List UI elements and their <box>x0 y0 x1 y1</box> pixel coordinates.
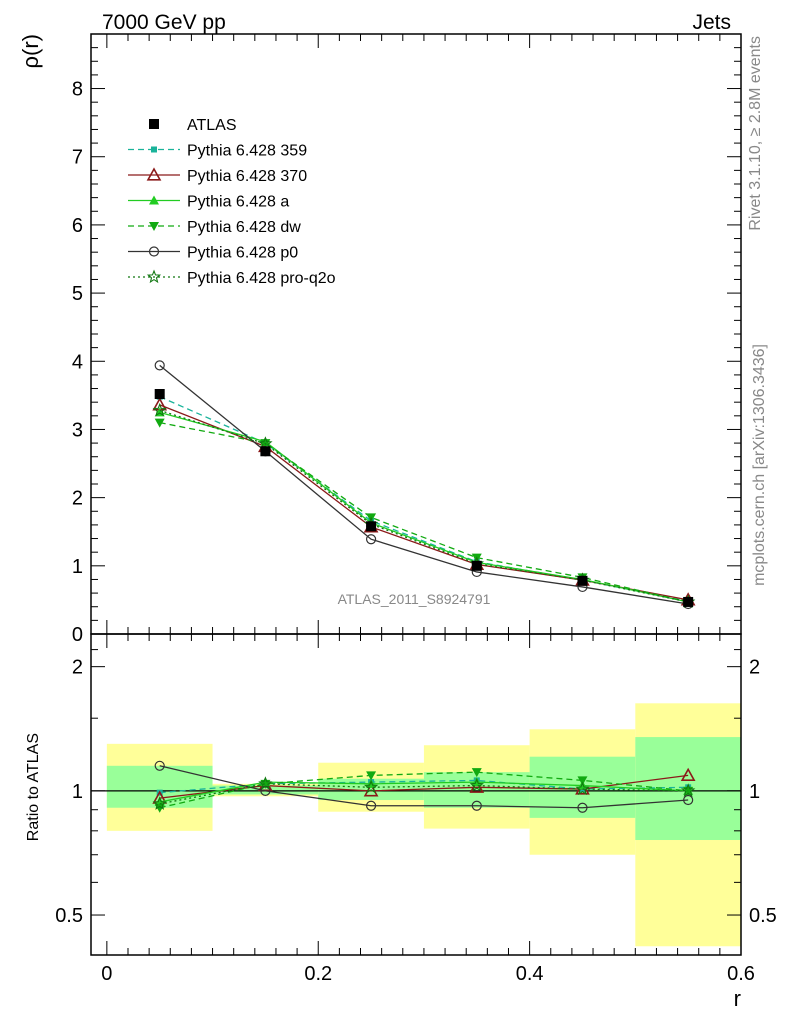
ratio-y-tick-label-right: 1 <box>749 781 760 803</box>
series-3-point-0 <box>154 418 165 428</box>
ratio-5-point-3 <box>469 778 484 792</box>
top-y-tick-label: 3 <box>72 419 83 441</box>
top-y-tick-label: 8 <box>72 79 83 101</box>
top-y-tick-label: 2 <box>72 488 83 510</box>
analysis-watermark: ATLAS_2011_S8924791 <box>338 591 491 607</box>
legend-label-5: Pythia 6.428 pro-q2o <box>187 270 336 287</box>
x-tick-label: 0 <box>101 963 112 985</box>
top-y-tick-label: 5 <box>72 283 83 305</box>
header-left: 7000 GeV pp <box>102 11 226 34</box>
x-axis-label: r <box>734 986 741 1011</box>
atlas-data-point-0 <box>154 389 165 399</box>
atlas-data-point-4 <box>577 575 588 586</box>
atlas-data-point-2 <box>366 521 377 532</box>
legend-label-0: Pythia 6.428 359 <box>187 143 307 160</box>
legend-marker-5 <box>146 269 162 284</box>
ratio-4-point-3 <box>471 800 482 811</box>
series-5-point-0 <box>152 402 167 417</box>
ratio-3-point-4 <box>577 776 588 786</box>
ratio-5-point-1 <box>258 776 273 790</box>
legend-label-2: Pythia 6.428 a <box>187 194 289 211</box>
ratio-5-point-4 <box>575 781 590 796</box>
axis-ticks: 0 1 2 3 4 5 6 7 8 0 0.2 0.4 0.6 0.5 0.5 1 1 2 2 <box>55 34 777 985</box>
series-line-3 <box>159 421 689 603</box>
series-4-point-2 <box>365 534 377 545</box>
top-y-tick-label: 1 <box>72 556 83 578</box>
series-line-2 <box>159 411 689 603</box>
ratio-plot-frame <box>90 633 742 956</box>
ratio-y-axis-label: Ratio to ATLAS <box>25 733 42 841</box>
ratio-line-0 <box>159 779 689 794</box>
ratio-y-tick-label: 2 <box>72 657 83 679</box>
atlas-data-point-3 <box>471 560 482 571</box>
ratio-y-tick-label: 0.5 <box>55 905 83 927</box>
ratio-5-point-2 <box>363 779 379 794</box>
x-tick-label: 0.2 <box>304 963 332 985</box>
x-tick-label: 0.4 <box>516 963 544 985</box>
mcplots-label: mcplots.cern.ch [arXiv:1306.3436] <box>751 344 768 586</box>
ratio-4-point-0 <box>154 760 165 771</box>
top-plot-series <box>152 360 696 610</box>
legend-label-1: Pythia 6.428 370 <box>187 168 307 185</box>
top-y-tick-label: 4 <box>72 351 83 373</box>
legend-marker-2 <box>149 195 159 205</box>
legend-label-4: Pythia 6.428 p0 <box>187 245 298 262</box>
top-y-axis-label: ρ(r) <box>18 34 43 69</box>
atlas-data-point-1 <box>260 446 271 457</box>
ratio-line-3 <box>159 771 689 809</box>
legend-marker-atlas <box>149 119 159 129</box>
ratio-3-point-3 <box>471 768 482 778</box>
ratio-4-point-2 <box>365 800 377 811</box>
rivet-version-label: Rivet 3.1.10, ≥ 2.8M events <box>747 36 764 231</box>
legend-label-3: Pythia 6.428 dw <box>187 219 301 236</box>
ratio-line-5 <box>159 783 689 805</box>
legend-marker-3 <box>149 222 159 231</box>
top-y-tick-label: 6 <box>72 215 83 237</box>
ratio-y-tick-label-right: 0.5 <box>749 905 777 927</box>
ratio-line-2 <box>159 781 689 803</box>
ratio-line-4 <box>159 765 689 809</box>
legend-marker-1 <box>146 167 162 181</box>
series-line-4 <box>159 364 689 605</box>
series-line-0 <box>159 396 689 602</box>
ratio-2-point-0 <box>154 796 165 806</box>
ratio-3-point-2 <box>366 771 377 781</box>
ratio-y-tick-label: 1 <box>72 781 83 803</box>
legend: ATLAS Pythia 6.428 359 Pythia 6.428 370 Pyt… <box>128 117 336 287</box>
ratio-5-point-5 <box>680 783 696 797</box>
legend-marker-0 <box>151 146 157 153</box>
ratio-4-point-4 <box>577 802 588 813</box>
ratio-y-tick-label-right: 2 <box>749 657 760 679</box>
x-tick-label: 0.6 <box>727 963 755 985</box>
ratio-4-point-5 <box>683 794 694 806</box>
top-y-tick-label: 7 <box>72 147 83 169</box>
legend-marker-4 <box>148 246 160 257</box>
ratio-uncertainty-bands <box>106 703 741 947</box>
ratio-1-point-5 <box>680 767 696 782</box>
top-y-tick-label: 0 <box>72 624 83 646</box>
series-4-point-0 <box>154 360 165 371</box>
ratio-5-point-0 <box>152 796 167 810</box>
header-right: Jets <box>692 11 731 34</box>
legend-label-atlas: ATLAS <box>187 117 237 134</box>
ratio-plot-series <box>152 760 696 813</box>
series-line-5 <box>159 409 689 603</box>
atlas-data-point-5 <box>683 596 694 607</box>
